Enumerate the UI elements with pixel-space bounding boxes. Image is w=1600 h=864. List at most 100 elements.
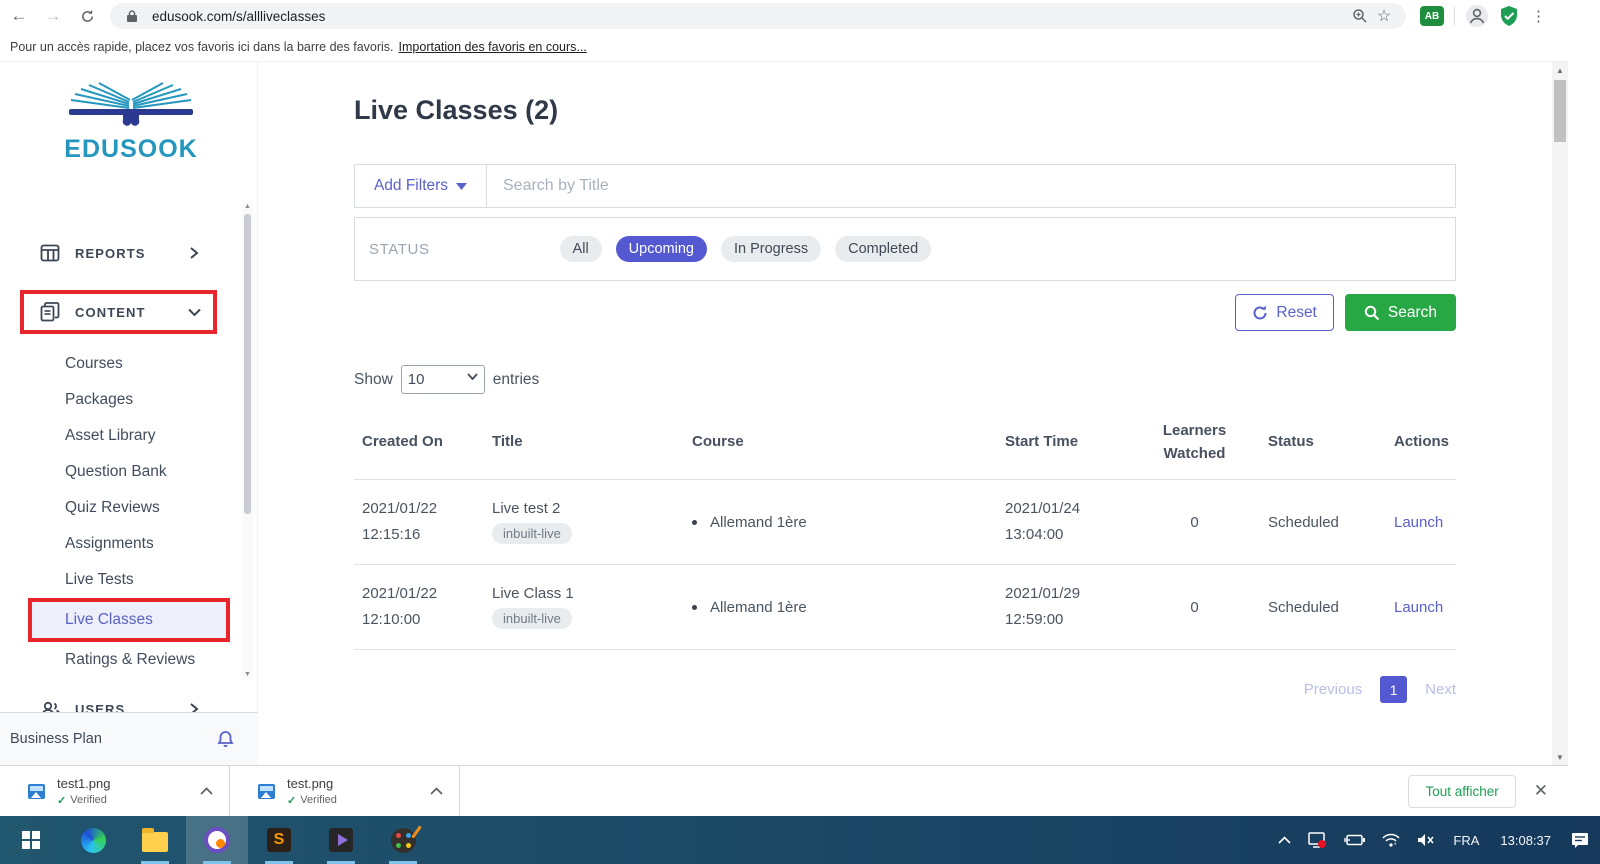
sidebar-item-packages[interactable]: Packages [65,391,134,408]
title-cell: Live Class 1 inbuilt-live [484,585,684,629]
created-on-cell: 2021/01/22 12:10:00 [362,584,438,628]
sidebar-scrollbar[interactable]: ▲ ▼ [242,200,253,680]
tray-battery-icon[interactable] [1339,816,1370,864]
sidebar-item-courses[interactable]: Courses [65,355,123,372]
content-icon [40,301,62,323]
live-classes-table: Created On Title Course Start Time Learn… [354,408,1456,650]
col-course: Course [692,433,744,451]
address-bar[interactable]: edusook.com/s/allliveclasses ☆ [110,3,1406,29]
page-scroll-thumb[interactable] [1554,80,1566,142]
chevron-up-icon[interactable] [200,782,213,800]
notifications-bell-icon[interactable] [217,730,234,749]
sidebar-footer: Business Plan [0,712,258,765]
search-title-input[interactable] [487,165,1455,207]
tray-language[interactable]: FRA [1453,832,1480,848]
taskbar-file-explorer-icon[interactable] [124,816,186,864]
page-title-text: Live Classes [354,95,518,125]
page-scrollbar[interactable]: ▲ ▼ [1552,62,1568,765]
scroll-down-icon[interactable]: ▼ [1556,752,1564,762]
status-cell: Scheduled [1268,598,1339,616]
status-pill-upcoming[interactable]: Upcoming [615,236,707,262]
logo-text: EDUSOOK [64,135,198,163]
download-item[interactable]: test.png ✓ Verified [230,766,460,816]
tray-action-center-icon[interactable] [1566,816,1594,864]
pagination: Previous 1 Next [354,676,1456,703]
forward-icon[interactable]: → [44,6,62,25]
show-label: Show [354,370,393,388]
caret-down-icon [456,182,468,190]
taskbar-sublime-icon[interactable]: S [248,816,310,864]
tray-display-notification-icon[interactable] [1303,816,1332,864]
sidebar-item-live-classes[interactable]: Live Classes [32,602,226,638]
chevron-up-icon[interactable] [430,782,443,800]
start-time-cell: 2021/01/24 13:04:00 [1005,499,1081,543]
launch-link[interactable]: Launch [1394,598,1444,616]
taskbar-paint-icon[interactable] [372,816,434,864]
sidebar-item-ratings-reviews[interactable]: Ratings & Reviews [65,651,196,668]
sidebar-item-content[interactable]: CONTENT [24,294,213,330]
sidebar-item-assignments[interactable]: Assignments [65,535,154,552]
scroll-up-icon[interactable]: ▲ [244,202,251,210]
add-filters-label: Add Filters [373,177,449,194]
search-icon [1364,305,1380,320]
col-actions: Actions [1394,433,1450,451]
profile-icon[interactable] [1465,4,1489,28]
show-all-downloads-button[interactable]: Tout afficher [1408,774,1516,808]
sidebar-item-asset-library[interactable]: Asset Library [65,427,156,444]
bookmark-star-icon[interactable]: ☆ [1376,8,1392,25]
tray-clock[interactable]: 13:08:37 [1500,832,1551,848]
status-pill-completed[interactable]: Completed [835,236,932,262]
close-icon[interactable]: ✕ [1533,781,1548,800]
status-cell: Scheduled [1268,513,1339,531]
sidebar-item-quiz-reviews[interactable]: Quiz Reviews [65,499,160,516]
pagination-page-1[interactable]: 1 [1380,676,1408,703]
col-learners-watched: Learners Watched [1162,422,1227,462]
check-icon: ✓ [57,794,67,807]
tray-wifi-icon[interactable]: * [1377,816,1405,864]
status-pill-all[interactable]: All [559,236,602,262]
sidebar-item-question-bank[interactable]: Question Bank [65,463,167,480]
tray-chevron-up-icon[interactable] [1273,816,1296,864]
page-viewport: EDUSOOK REPORTS CONTENT [0,62,1568,765]
download-item[interactable]: test1.png ✓ Verified [0,766,230,816]
image-file-icon [28,783,45,799]
taskbar: S * FRA 13:08:37 [0,816,1600,864]
reload-icon[interactable] [72,2,102,30]
scroll-up-icon[interactable]: ▲ [1556,65,1564,75]
sidebar-item-label: REPORTS [75,245,146,261]
sidebar-item-live-tests[interactable]: Live Tests [65,571,134,588]
add-filters-dropdown[interactable]: Add Filters [355,165,487,207]
bullet-icon [692,519,697,525]
refresh-icon [1253,305,1267,319]
action-cell: Launch [1376,514,1456,531]
taskbar-media-player-icon[interactable] [310,816,372,864]
security-shield-icon[interactable] [1497,4,1521,28]
edusook-logo[interactable]: EDUSOOK [56,80,206,164]
download-status: Verified [70,794,107,806]
adblock-extension-icon[interactable]: AB [1420,6,1444,26]
course-cell: Allemand 1ère [684,599,997,616]
taskbar-edge-icon[interactable] [62,816,124,864]
reset-button[interactable]: Reset [1235,294,1334,331]
import-favorites-link[interactable]: Importation des favoris en cours... [398,39,587,54]
pagination-previous[interactable]: Previous [1303,681,1363,698]
pagination-next[interactable]: Next [1425,681,1456,698]
taskbar-browser-icon[interactable] [186,816,248,864]
entries-label: entries [492,370,540,388]
start-button[interactable] [0,816,62,864]
browser-menu-icon[interactable]: ⋮ [1531,8,1546,25]
back-icon[interactable]: ← [10,6,28,25]
zoom-icon[interactable] [1348,8,1372,24]
entries-select[interactable]: 10 [400,365,485,394]
tray-volume-muted-icon[interactable] [1412,816,1440,864]
toolbar-divider [1454,7,1455,25]
status-pill-in-progress[interactable]: In Progress [720,236,822,262]
scroll-down-icon[interactable]: ▼ [244,670,251,678]
sidebar-item-reports[interactable]: REPORTS [0,236,257,270]
sidebar-scroll-thumb[interactable] [244,214,251,514]
bullet-icon [692,604,697,610]
search-button[interactable]: Search [1344,294,1456,331]
url-text[interactable]: edusook.com/s/allliveclasses [152,8,326,24]
launch-link[interactable]: Launch [1394,513,1444,531]
